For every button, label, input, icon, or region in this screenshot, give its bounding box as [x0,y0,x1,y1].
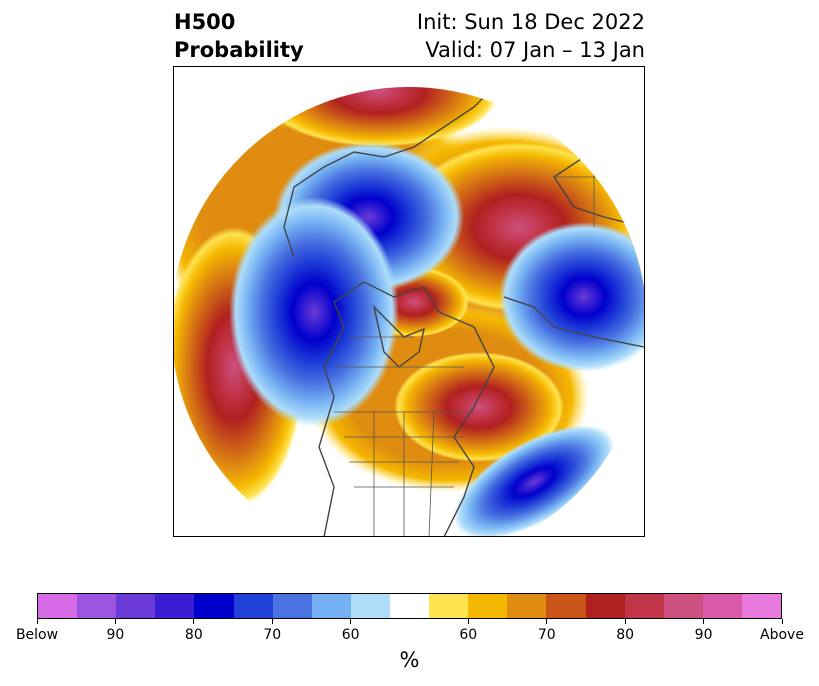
colorbar-segment-3 [155,594,195,618]
colorbar-segment-1 [77,594,117,618]
colorbar-segment-4 [194,594,234,618]
colorbar-segment-6 [272,594,312,618]
colorbar-segment-2 [116,594,156,618]
valid-dates: Valid: 07 Jan – 13 Jan [425,38,645,62]
colorbar-segment-5 [233,594,273,618]
colorbar-tick [114,619,116,624]
colorbar-segment-9 [389,594,430,618]
colorbar-tick-label: 70 [263,627,282,643]
colorbar-tick-label: 80 [184,627,203,643]
colorbar-tick-label: 80 [616,627,635,643]
above-center-north [259,87,499,147]
colorbar-tick-label: Above [760,627,804,643]
colorbar-tick [467,619,469,624]
colorbar-tick [546,619,548,624]
colorbar-tick-label: 70 [537,627,556,643]
political-borders [334,127,644,536]
above-center-eastern-canada [394,352,564,462]
forecast-dates: Init: Sun 18 Dec 2022 Valid: 07 Jan – 13… [417,8,645,64]
colorbar-tick-label: Below [15,627,59,643]
colorbar-segment-8 [350,594,390,618]
colorbar-ticks: Below 90 80 70 60 60 70 80 90 Above [16,619,804,643]
colorbar-tick-label: 90 [694,627,713,643]
colorbar-tick [193,619,195,624]
colorbar-segment-18 [741,594,782,618]
init-date: Init: Sun 18 Dec 2022 [416,10,645,34]
colorbar-segment-13 [546,594,586,618]
colorbar-segment-12 [507,594,547,618]
probability-colorbar [37,593,782,619]
colorbar-tick [703,619,705,624]
below-center-europe [499,222,644,372]
colorbar-tick [350,619,352,624]
colorbar-segment-11 [468,594,508,618]
colorbar-segment-0 [38,594,78,618]
colorbar-tick [271,619,273,624]
below-center-atlantic [453,425,615,536]
colorbar-unit-label: % [399,648,420,672]
colorbar-tick [624,619,626,624]
title-line-1: H500 [174,10,236,34]
colorbar-segment-10 [429,594,469,618]
colorbar-tick-label: 90 [106,627,125,643]
colorbar-tick-label: 60 [459,627,478,643]
probability-fields [174,87,644,536]
colorbar-segment-17 [702,594,742,618]
colorbar-segment-15 [624,594,664,618]
below-center-alaska [229,197,399,427]
title-line-2: Probability [174,38,304,62]
colorbar-tick [781,619,783,624]
colorbar-tick [36,619,38,624]
colorbar-segment-14 [585,594,625,618]
colorbar-tick-label: 60 [341,627,360,643]
map-svg [174,87,644,536]
colorbar-segment-16 [663,594,703,618]
probability-map [173,66,645,537]
chart-title: H500 Probability [174,8,304,64]
colorbar-segment-7 [311,594,351,618]
